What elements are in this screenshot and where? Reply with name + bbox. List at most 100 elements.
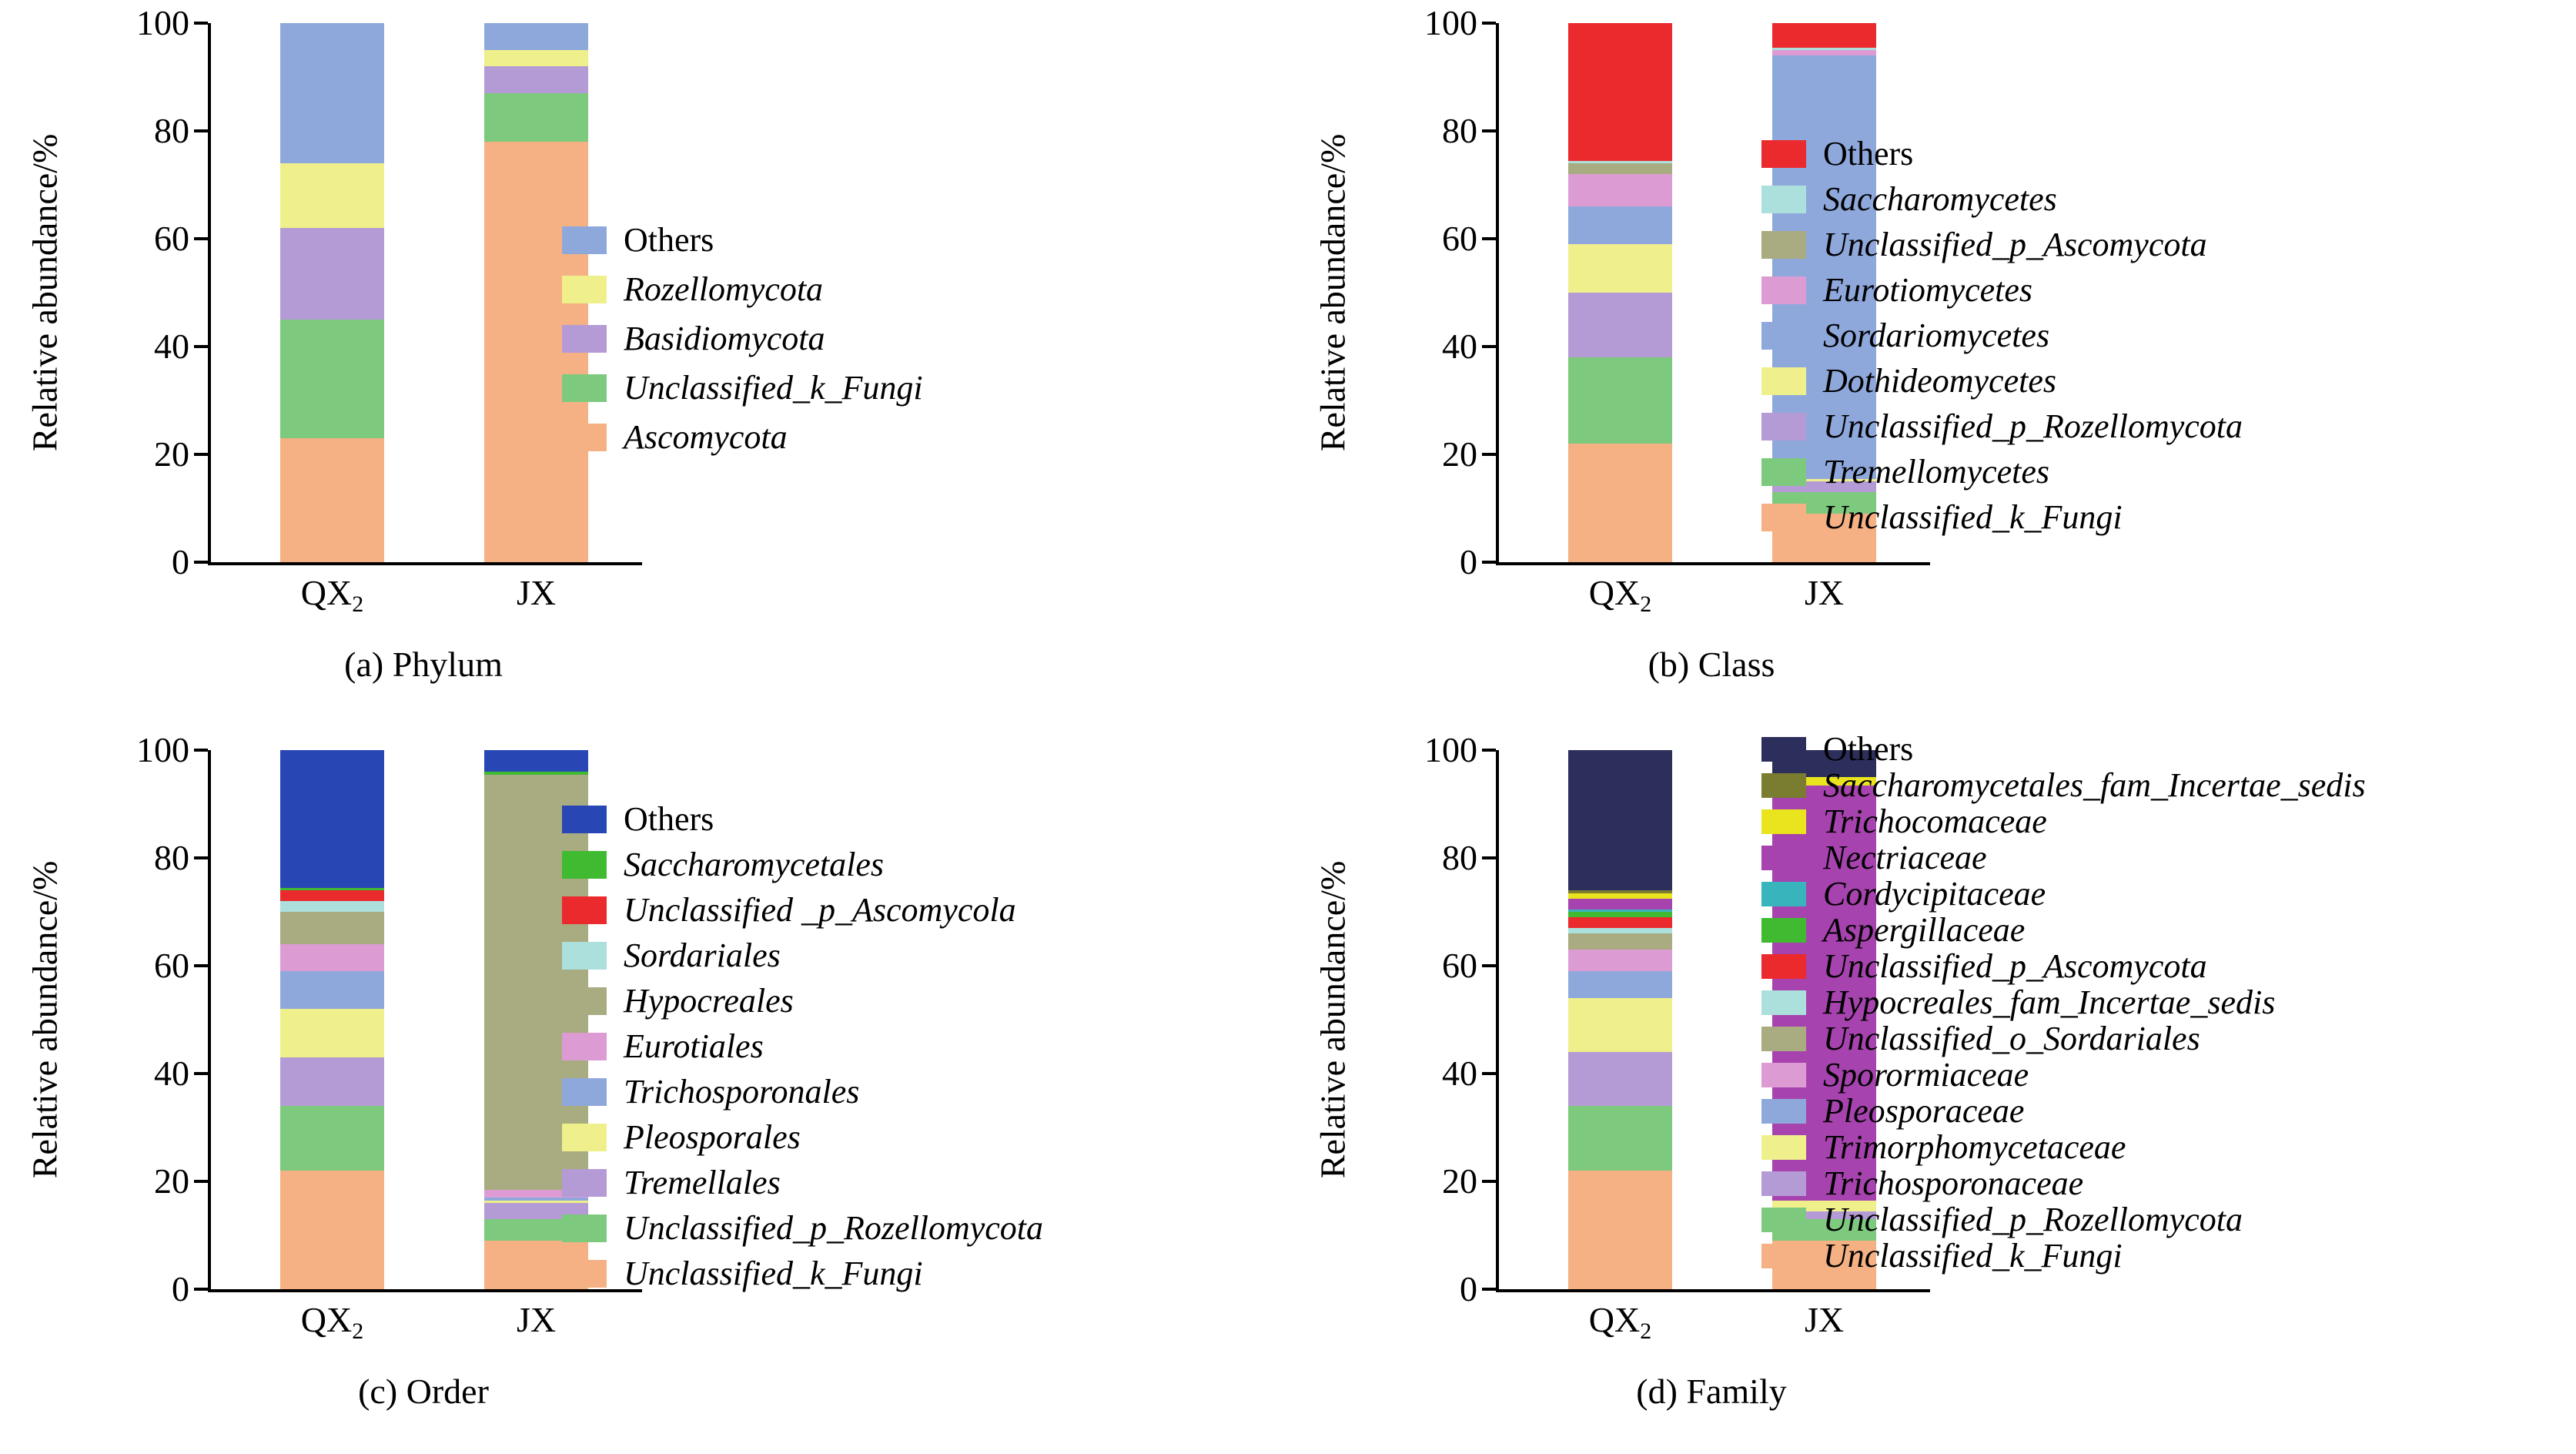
y-tick-label: 60 <box>1442 946 1477 985</box>
legend-item-eurotiales: Eurotiales <box>562 1023 1043 1069</box>
y-tick-mark <box>1482 129 1496 132</box>
y-tick-label: 100 <box>1424 730 1477 769</box>
legend-item-tremellomycetes: Tremellomycetes <box>1761 449 2243 494</box>
y-tick-label: 40 <box>154 327 189 366</box>
legend-swatch <box>562 896 607 924</box>
legend-label: Ascomycota <box>624 418 788 456</box>
legend-item-unclassified-p-ascomycola: Unclassified _p_Ascomycola <box>562 887 1043 933</box>
legend-swatch <box>1761 1098 1806 1124</box>
legend-label: Trichosporonales <box>624 1072 860 1111</box>
legend-swatch <box>1761 736 1806 762</box>
legend-item-unclassified-p-rozellomycota: Unclassified_p_Rozellomycota <box>1761 404 2243 449</box>
bar-segment-eurotiales <box>280 944 384 971</box>
x-category-subscript: 2 <box>352 1318 364 1344</box>
y-tick-label: 60 <box>154 946 189 985</box>
y-tick-label: 40 <box>154 1054 189 1093</box>
bar-segment-unclassified-p-ascomycola <box>280 890 384 901</box>
y-tick-label: 20 <box>154 1161 189 1201</box>
legend-swatch <box>1761 990 1806 1015</box>
legend-item-tremellales: Tremellales <box>562 1160 1043 1205</box>
y-axis-label: Relative abundance/% <box>25 860 65 1179</box>
y-tick-mark <box>194 856 208 859</box>
legend-swatch <box>1761 139 1806 168</box>
y-tick-mark <box>1482 749 1496 752</box>
legend-item-trichosporonaceae: Trichosporonaceae <box>1761 1165 2366 1201</box>
legend-label: Dothideomycetes <box>1823 361 2056 400</box>
y-tick-label: 40 <box>1442 327 1477 366</box>
legend-item-others: Others <box>1761 131 2243 176</box>
legend-item-saccharomycetes: Saccharomycetes <box>1761 176 2243 222</box>
panel-caption: (a) Phylum <box>344 645 503 684</box>
panel-order: Relative abundance/% 0 20 40 60 80 100 QX2 JX (c)… <box>0 727 1288 1454</box>
y-tick-label: 60 <box>1442 219 1477 258</box>
y-tick-mark <box>1482 237 1496 240</box>
x-category-base: JX <box>1804 573 1845 612</box>
legend-swatch <box>562 1077 607 1106</box>
x-category-label-qx2: QX2 <box>1589 1298 1651 1345</box>
legend-label: Nectriaceae <box>1823 838 1987 876</box>
legend-item-saccharomycetales: Saccharomycetales <box>562 842 1043 887</box>
x-category-base: QX <box>1588 1300 1641 1339</box>
bar-segment-others <box>280 750 384 888</box>
legend-item-hypocreales: Hypocreales <box>562 978 1043 1023</box>
y-tick-label: 80 <box>1442 838 1477 877</box>
legend-swatch <box>562 1168 607 1197</box>
bar-segment-unclassified-p-ascomycota <box>1568 917 1672 928</box>
bar-segment-others <box>1568 23 1672 161</box>
plot-area: 0 20 40 60 80 100 QX2 JX <box>1424 5 1930 617</box>
plot-area: 0 20 40 60 80 100 QX2 JX <box>136 5 642 617</box>
legend-label: Sordariales <box>624 936 781 974</box>
stacked-bar-qx2 <box>1568 750 1672 1289</box>
legend-swatch <box>1761 1062 1806 1087</box>
legend-item-trichosporonales: Trichosporonales <box>562 1069 1043 1114</box>
legend-swatch <box>562 226 607 254</box>
y-tick-mark <box>194 345 208 348</box>
legend-label: Eurotiales <box>624 1027 764 1065</box>
legend-label: Sporormiaceae <box>1823 1055 2029 1094</box>
legend-swatch <box>562 1214 607 1242</box>
legend-item-others: Others <box>562 796 1043 842</box>
bar-segment-unclassified-k-fungi <box>484 93 588 142</box>
bar-segment-pleosporales <box>280 1009 384 1057</box>
bar-segment-trimorphomycetaceae <box>1568 998 1672 1052</box>
x-category-label-jx: JX <box>1805 571 1844 614</box>
legend-label: Unclassified _p_Ascomycola <box>624 890 1016 929</box>
bar-segment-unclassified-p-ascomycota <box>1568 163 1672 174</box>
bar-segment-sporormiaceae <box>1568 950 1672 971</box>
panel-caption: (d) Family <box>1636 1372 1787 1411</box>
bar-segment-hypocreales <box>484 774 588 1190</box>
legend-item-dothideomycetes: Dothideomycetes <box>1761 358 2243 404</box>
legend: Others Rozellomycota Basidiomycota Unclassi… <box>562 216 923 462</box>
bar-segment-unclassified-k-fungi <box>280 1171 384 1289</box>
stacked-bar-qx2 <box>280 23 384 562</box>
legend-label: Eurotiomycetes <box>1823 270 2033 309</box>
legend-label: Others <box>1823 729 1914 768</box>
bar-segment-sordariales <box>280 901 384 912</box>
legend-swatch <box>562 1123 607 1151</box>
legend-swatch <box>1761 1026 1806 1051</box>
panel-phylum: Relative abundance/% 0 20 40 60 80 100 QX2 JX (a)… <box>0 0 1288 727</box>
stacked-bar-qx2 <box>280 750 384 1289</box>
x-category-subscript: 2 <box>1640 591 1652 617</box>
bar-segment-unclassified-p-rozellomycota <box>1568 293 1672 357</box>
legend-label: Others <box>624 799 714 838</box>
bar-segment-ascomycota <box>280 438 384 562</box>
panel-caption: (c) Order <box>358 1372 489 1411</box>
legend-label: Hypocreales <box>624 981 794 1020</box>
y-tick-label: 0 <box>1460 1269 1477 1308</box>
bar-segment-hypocreales <box>280 912 384 944</box>
y-axis-label: Relative abundance/% <box>1313 860 1353 1179</box>
bar-segment-trichosporonales <box>280 971 384 1009</box>
legend-label: Sordariomycetes <box>1823 316 2050 354</box>
legend-item-trimorphomycetaceae: Trimorphomycetaceae <box>1761 1129 2366 1165</box>
legend-item-unclassified-k-fungi: Unclassified_k_Fungi <box>562 364 923 413</box>
bar-segment-trichosporonaceae <box>1568 1052 1672 1106</box>
legend-item-unclassified-k-fungi: Unclassified_k_Fungi <box>1761 494 2243 540</box>
y-tick-mark <box>1482 1288 1496 1291</box>
legend-swatch <box>562 941 607 970</box>
bar-segment-cordycipitaceae <box>1568 909 1672 912</box>
legend-label: Basidiomycota <box>624 320 825 357</box>
legend-item-nectriaceae: Nectriaceae <box>1761 839 2366 876</box>
legend-item-unclassified-p-rozellomycota: Unclassified_p_Rozellomycota <box>562 1205 1043 1251</box>
bar-segment-sordariomycetes <box>1772 55 1876 479</box>
